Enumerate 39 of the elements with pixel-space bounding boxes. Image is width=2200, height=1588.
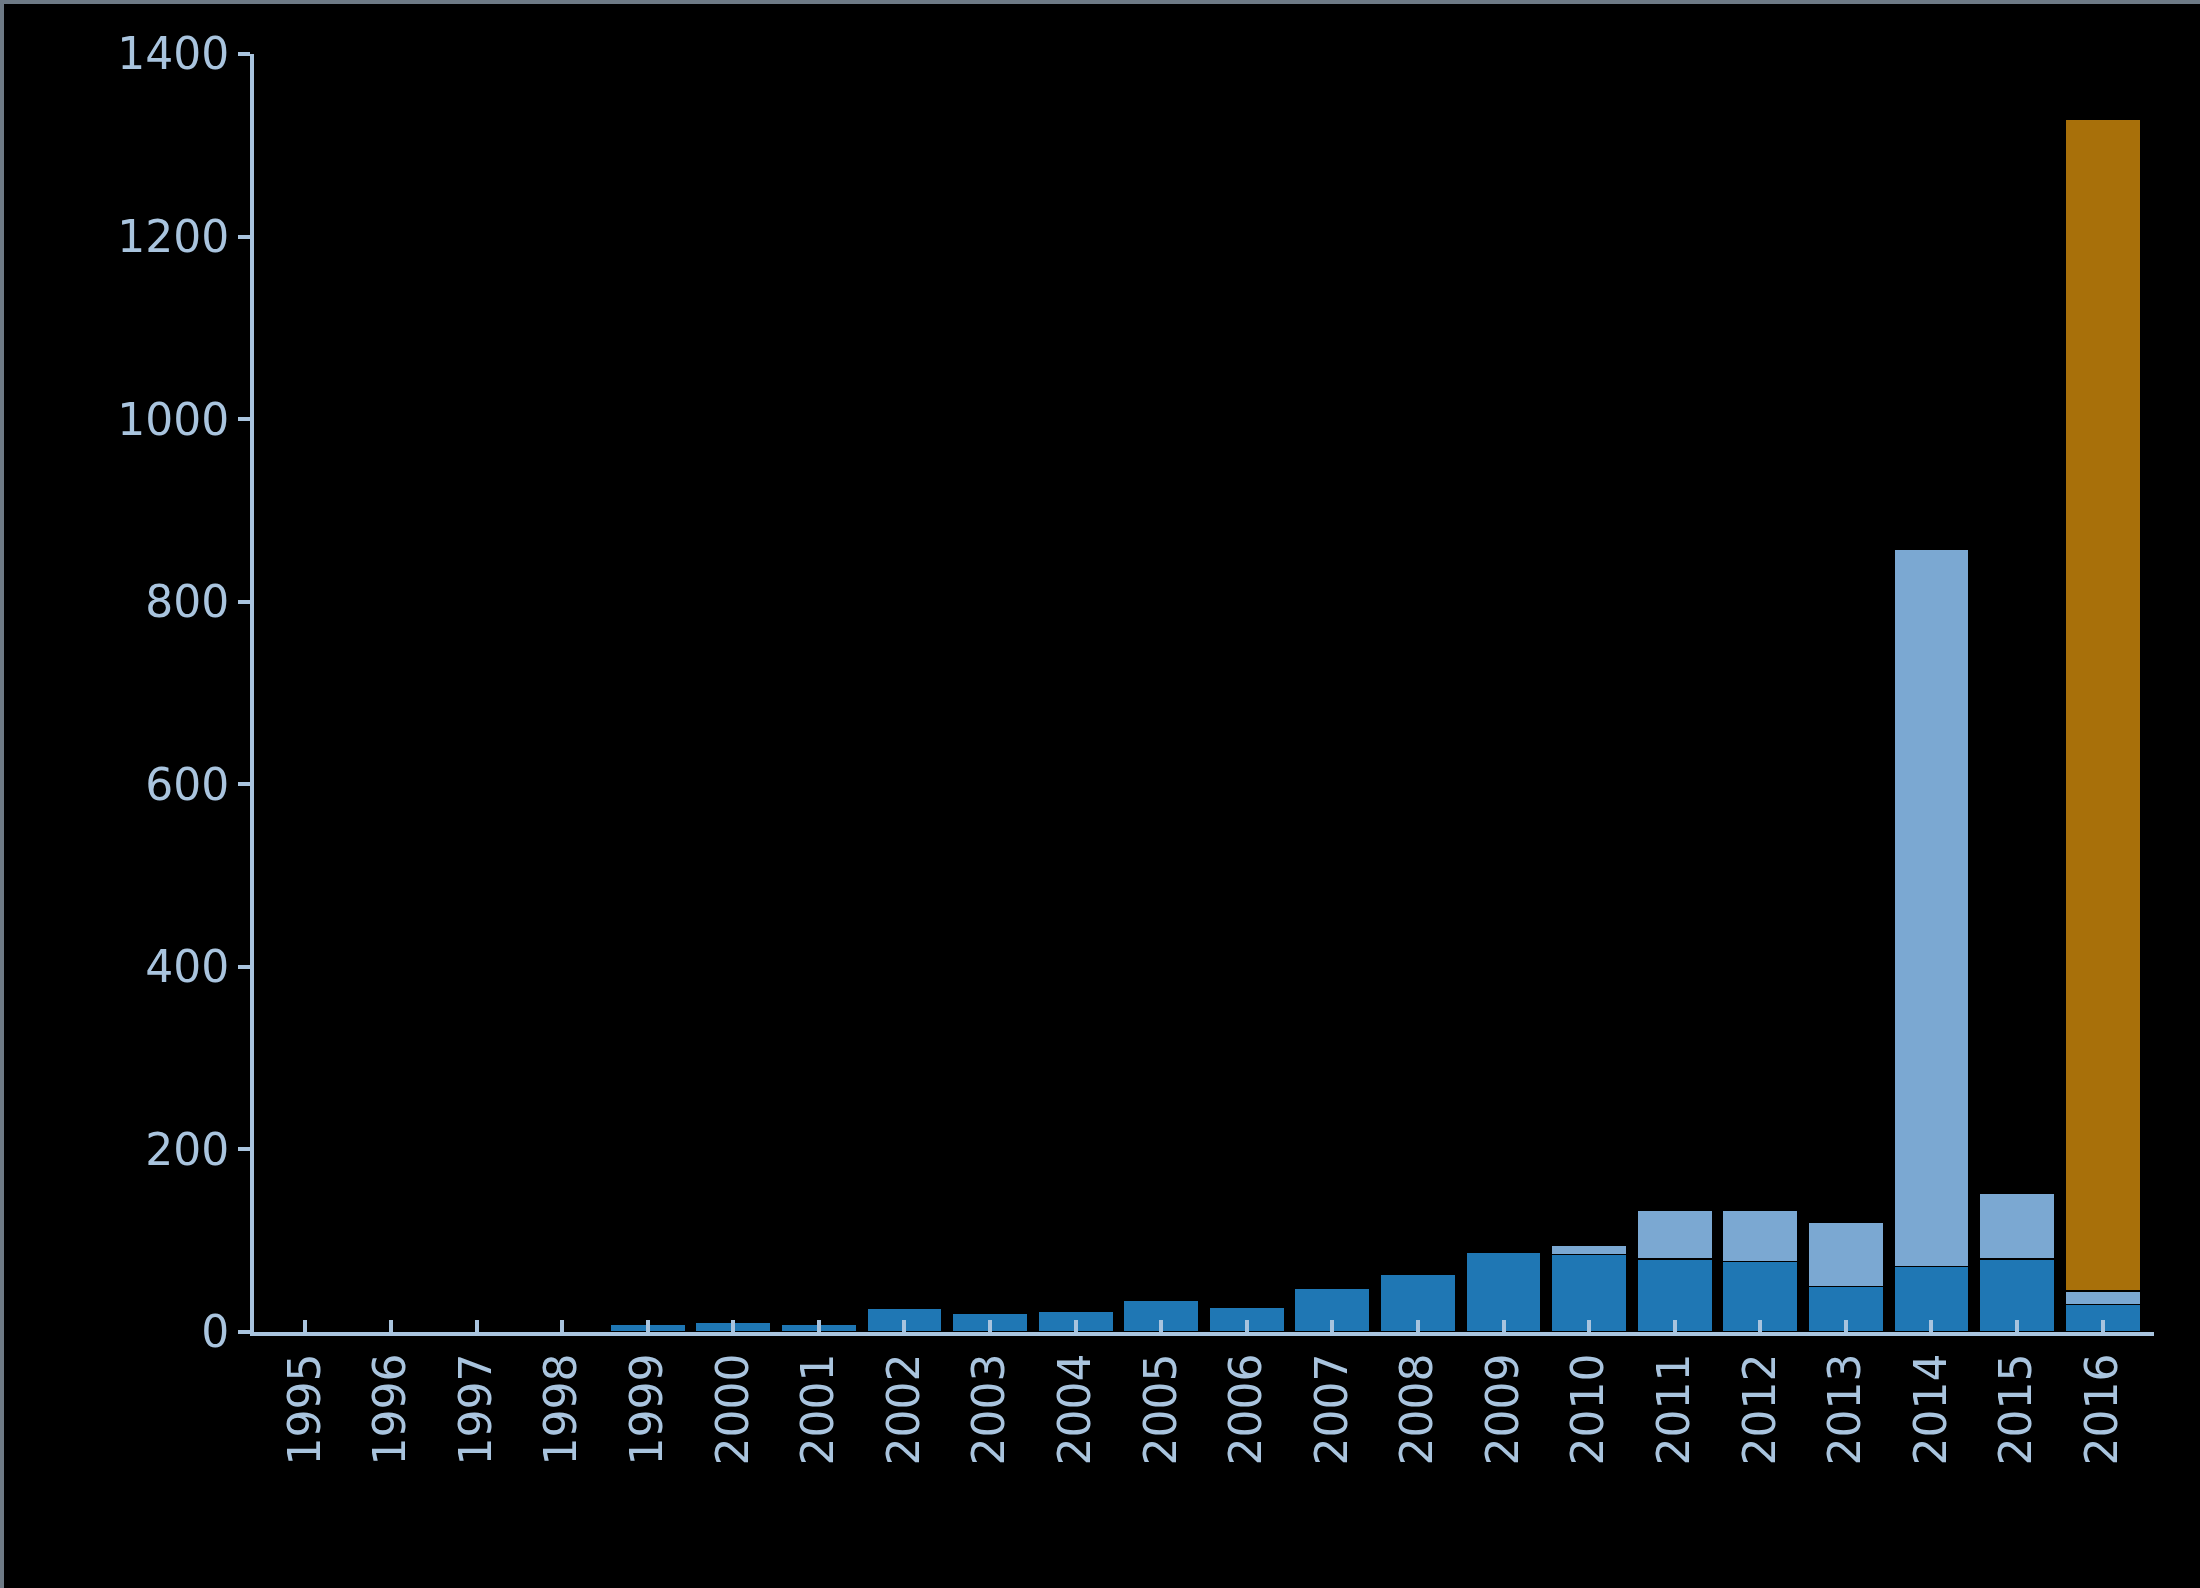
x-tick-label: 2007 — [1305, 1353, 1357, 1466]
x-tick-label: 2000 — [706, 1353, 758, 1466]
x-tick-label: 2002 — [877, 1353, 929, 1466]
y-tick-label: 0 — [201, 1306, 230, 1358]
x-tick-label: 2005 — [1134, 1353, 1186, 1466]
x-tick-label: 1997 — [449, 1353, 501, 1466]
bar — [866, 1307, 943, 1332]
x-tick-label: 2013 — [1819, 1353, 1871, 1466]
y-tick-label: 400 — [145, 941, 230, 993]
y-tick-label: 600 — [145, 758, 230, 810]
y-tick-label: 1400 — [117, 28, 230, 80]
y-tick-label: 1000 — [117, 393, 230, 445]
x-tick-label: 2015 — [1990, 1353, 2042, 1466]
x-tick-label: 2003 — [963, 1353, 1015, 1466]
x-tick-label: 1999 — [620, 1353, 672, 1466]
x-tick-label: 2012 — [1733, 1353, 1785, 1466]
y-tick-label: 1200 — [117, 210, 230, 262]
y-tick-label: 800 — [145, 576, 230, 628]
bar — [694, 1321, 772, 1332]
bar — [1122, 1299, 1200, 1332]
x-tick-label: 1998 — [535, 1353, 587, 1466]
x-tick-label: 2011 — [1648, 1353, 1700, 1466]
x-tick-label: 2004 — [1048, 1353, 1100, 1466]
y-tick-label: 200 — [145, 1123, 230, 1175]
x-tick-label: 2010 — [1562, 1353, 1614, 1466]
bar — [1208, 1306, 1286, 1332]
bar — [1379, 1273, 1457, 1332]
x-tick-label: 2006 — [1220, 1353, 1272, 1466]
x-tick-label: 2001 — [792, 1353, 844, 1466]
x-tick-label: 2009 — [1476, 1353, 1528, 1466]
bar — [1293, 1287, 1371, 1332]
bar — [1465, 1251, 1542, 1332]
x-tick-label: 2008 — [1391, 1353, 1443, 1466]
x-tick-label: 2016 — [2075, 1353, 2127, 1466]
x-tick-label: 2014 — [1904, 1353, 1956, 1466]
x-tick-label: 1996 — [364, 1353, 416, 1466]
bar — [1037, 1310, 1115, 1332]
bar — [951, 1312, 1029, 1332]
x-tick-label: 1995 — [278, 1353, 330, 1466]
